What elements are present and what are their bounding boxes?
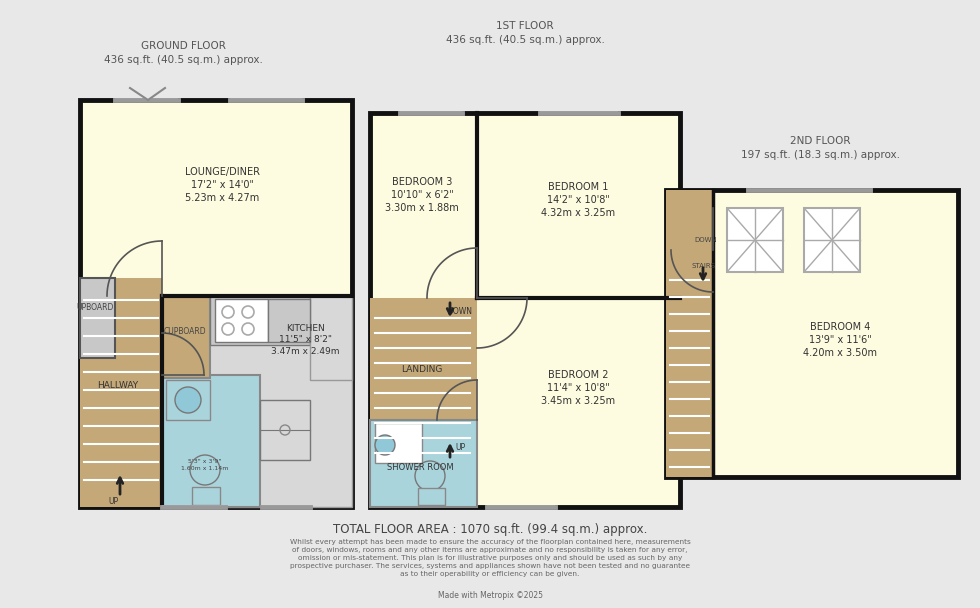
Text: DOWN: DOWN — [695, 237, 717, 243]
Text: KITCHEN
11'5" x 8'2"
3.47m x 2.49m: KITCHEN 11'5" x 8'2" 3.47m x 2.49m — [270, 323, 339, 356]
Circle shape — [415, 461, 445, 491]
Bar — [804, 208, 860, 272]
Bar — [80, 278, 162, 507]
Text: HALLWAY: HALLWAY — [97, 381, 138, 390]
Bar — [262, 505, 310, 509]
Polygon shape — [130, 88, 165, 100]
Bar — [230, 98, 302, 102]
Bar — [260, 400, 310, 460]
Text: DOWN: DOWN — [448, 308, 472, 317]
Text: SHOWER ROOM: SHOWER ROOM — [387, 463, 454, 472]
Text: TOTAL FLOOR AREA : 1070 sq.ft. (99.4 sq.m.) approx.: TOTAL FLOOR AREA : 1070 sq.ft. (99.4 sq.… — [333, 522, 647, 536]
Bar — [487, 505, 555, 509]
Bar — [215, 299, 268, 342]
Text: CUPBOARD: CUPBOARD — [164, 328, 207, 336]
Text: BEDROOM 4
13'9" x 11'6"
4.20m x 3.50m: BEDROOM 4 13'9" x 11'6" 4.20m x 3.50m — [803, 322, 877, 358]
Text: BEDROOM 2
11'4" x 10'8"
3.45m x 3.25m: BEDROOM 2 11'4" x 10'8" 3.45m x 3.25m — [541, 370, 615, 406]
Text: UPBOARD: UPBOARD — [76, 303, 114, 311]
Bar — [210, 296, 310, 345]
Bar — [540, 111, 618, 115]
Bar — [375, 423, 422, 463]
Text: 1ST FLOOR
436 sq.ft. (40.5 sq.m.) approx.: 1ST FLOOR 436 sq.ft. (40.5 sq.m.) approx… — [446, 21, 605, 44]
Circle shape — [175, 387, 201, 413]
Bar — [115, 98, 178, 102]
Bar — [727, 208, 783, 272]
Bar — [370, 113, 680, 507]
Text: GROUND FLOOR
436 sq.ft. (40.5 sq.m.) approx.: GROUND FLOOR 436 sq.ft. (40.5 sq.m.) app… — [104, 41, 263, 64]
Bar — [162, 505, 225, 509]
Bar — [666, 190, 713, 477]
Circle shape — [375, 435, 395, 455]
Text: 5'3" x 3'9"
1.60m x 1.14m: 5'3" x 3'9" 1.60m x 1.14m — [181, 459, 228, 471]
Text: UP: UP — [108, 497, 118, 506]
Text: LOUNGE/DINER
17'2" x 14'0"
5.23m x 4.27m: LOUNGE/DINER 17'2" x 14'0" 5.23m x 4.27m — [184, 167, 260, 203]
Bar — [166, 380, 210, 420]
Text: 2ND FLOOR
197 sq.ft. (18.3 sq.m.) approx.: 2ND FLOOR 197 sq.ft. (18.3 sq.m.) approx… — [741, 136, 900, 160]
Bar — [192, 487, 220, 505]
Bar — [162, 375, 260, 507]
Bar — [162, 296, 352, 507]
Bar — [80, 278, 115, 358]
Text: Made with Metropix ©2025: Made with Metropix ©2025 — [437, 592, 543, 601]
Bar — [370, 420, 477, 507]
Bar — [666, 190, 958, 477]
Text: STAIRS: STAIRS — [691, 263, 715, 269]
Text: BEDROOM 3
10'10" x 6'2"
3.30m x 1.88m: BEDROOM 3 10'10" x 6'2" 3.30m x 1.88m — [385, 177, 459, 213]
Bar — [400, 111, 462, 115]
Bar — [268, 299, 310, 342]
Bar — [310, 296, 352, 380]
Bar — [162, 296, 210, 378]
Text: UP: UP — [455, 443, 466, 452]
Bar — [418, 488, 445, 505]
Text: BEDROOM 1
14'2" x 10'8"
4.32m x 3.25m: BEDROOM 1 14'2" x 10'8" 4.32m x 3.25m — [541, 182, 615, 218]
Bar — [80, 100, 352, 507]
Bar — [370, 298, 477, 455]
Text: LANDING: LANDING — [402, 365, 443, 375]
Circle shape — [190, 455, 220, 485]
Text: Whilst every attempt has been made to ensure the accuracy of the floorplan conta: Whilst every attempt has been made to en… — [290, 539, 690, 577]
